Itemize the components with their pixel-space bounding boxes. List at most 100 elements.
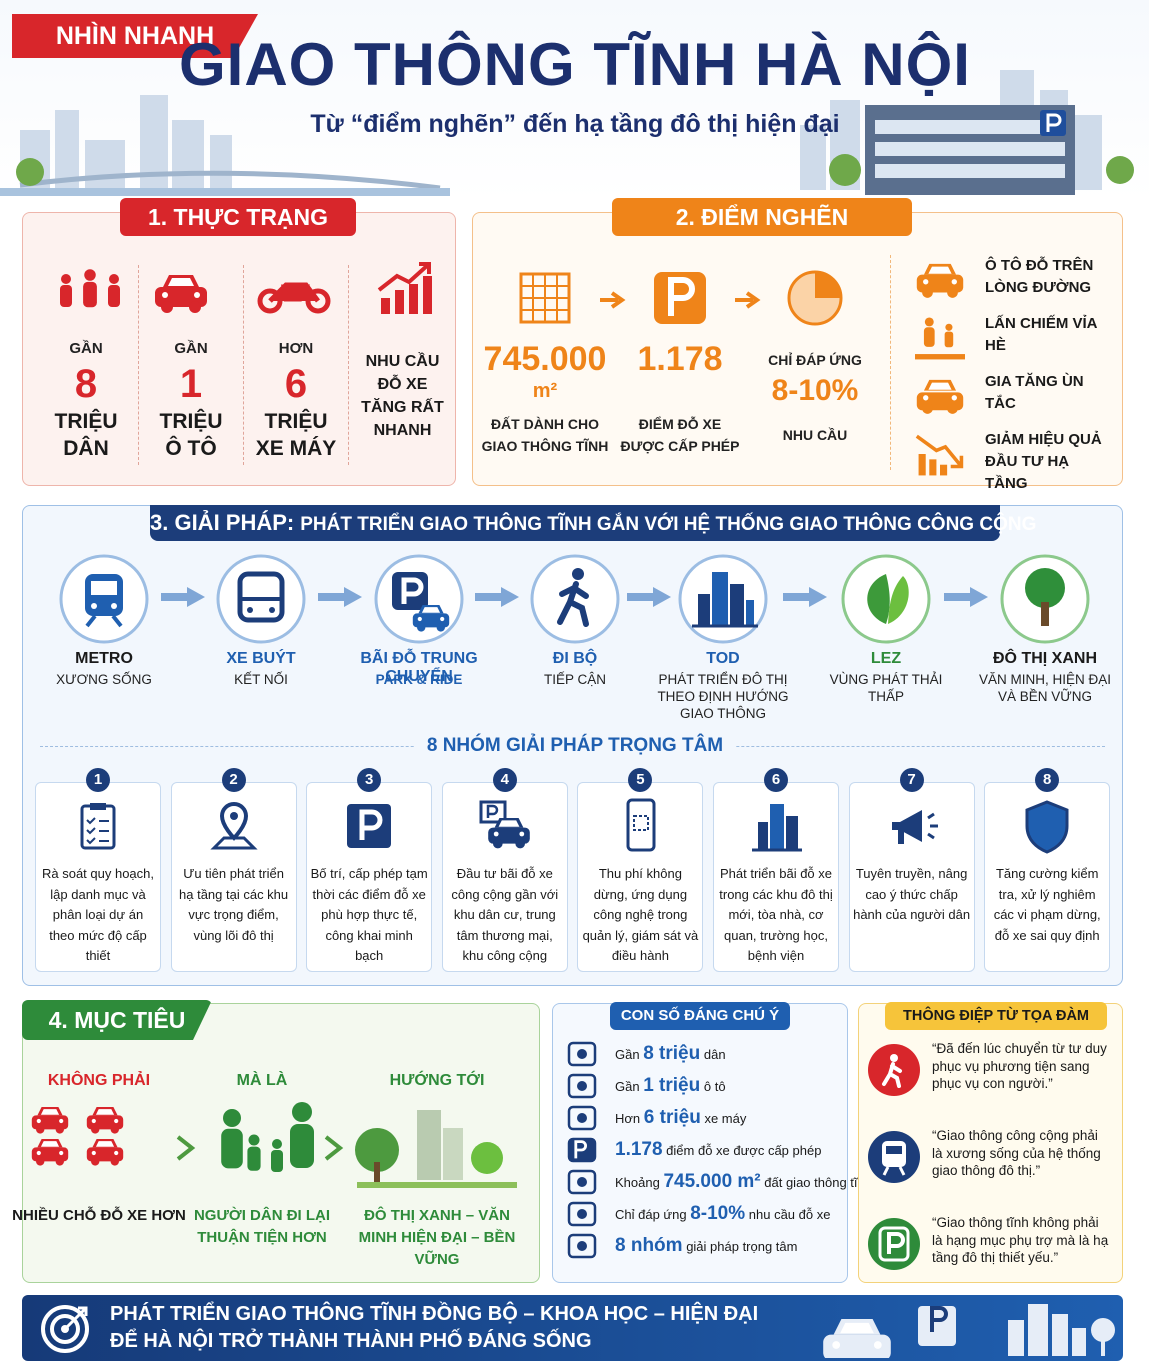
flow-arrow [781,585,829,609]
goal-illustration [347,1100,527,1192]
fact-icon [566,1168,598,1196]
fact-number: 8-10% [690,1203,746,1224]
flow-name: ĐÔ THỊ XANH [993,650,1097,667]
status-unit: DÂN [63,437,109,460]
status-number: 1 [179,362,203,406]
issue-icon [910,255,970,305]
flow-icon [677,553,769,645]
group-icon [339,798,399,854]
message-icon [866,1129,922,1185]
status-number: 8 [74,362,98,406]
fact-number: 6 triệu [643,1107,701,1128]
fact-after: giải pháp trọng tâm [686,1239,798,1254]
footer-line: ĐỂ HÀ NỘI TRỞ THÀNH THÀNH PHỐ ĐÁNG SỐNG [110,1330,592,1352]
flow-icon [840,553,932,645]
group-text: Bố trí, cấp phép tạm thời các điểm đỗ xe… [310,866,428,963]
group-number: 4 [492,768,517,792]
group-text: Đầu tư bãi đỗ xe công cộng gần với khu d… [451,866,559,963]
flow-arrow [598,290,628,310]
header-badge: NHÌN NHANH [12,14,258,58]
group-icon [882,798,942,854]
group-text: Thu phí không dừng, ứng dụng công nghệ t… [582,866,699,963]
facts-box [552,1003,848,1283]
goal-illustration [29,1100,169,1192]
group-text: Tuyên truyền, nâng cao ý thức chấp hành … [853,866,971,922]
message-quote: “Giao thông tĩnh không phải là hạng mục … [932,1215,1109,1265]
flow-icon [215,553,307,645]
messages-title: THÔNG ĐIỆP TỪ TỌA ĐÀM [885,1002,1107,1030]
bottleneck-box [472,212,1123,486]
stat-label: ĐẤT DÀNH CHO GIAO THÔNG TĨNH [481,416,609,454]
fact-before: Gần [615,1047,640,1062]
group-icon [204,798,264,854]
message-quote: “Đã đến lúc chuyển từ tư duy phục vụ phư… [932,1041,1107,1091]
group-card [848,782,975,972]
group-icon [610,798,670,854]
footer-icon [38,1302,92,1356]
status-unit: TRIỆU [264,410,328,433]
group-number: 2 [221,768,246,792]
issue-icon [910,371,970,421]
column-divider [138,265,139,465]
fact-after: xe máy [704,1111,747,1126]
fact-after: điểm đỗ xe được cấp phép [666,1143,822,1158]
solutions-title: PHÁT TRIỂN GIAO THÔNG TĨNH GẮN VỚI HỆ TH… [300,514,1037,535]
flow-desc: PHÁT TRIỂN ĐÔ THỊ THEO ĐỊNH HƯỚNG GIAO T… [657,672,789,721]
status-icon [151,265,231,320]
group-text: Rà soát quy hoạch, lập danh mục và phân … [41,866,155,963]
fact-before: Chỉ đáp ứng [615,1207,687,1222]
fact-after: dân [703,1047,726,1062]
stat-label: ĐIỂM ĐỖ XE ĐƯỢC CẤP PHÉP [620,416,740,454]
group-number: 8 [1035,768,1060,792]
stat-label: NHU CẦU [782,427,848,443]
issue-text: GIẢM HIỆU QUẢ ĐẦU TƯ HẠ TẦNG [985,431,1102,492]
flow-name: TOD [706,650,740,667]
fact-number: 1 triệu [643,1075,701,1096]
group-icon [68,798,128,854]
flow-desc: PARK & RIDE [375,672,463,687]
flow-arrow [322,1135,344,1161]
fact-icon [566,1040,598,1068]
groups-title: 8 NHÓM GIẢI PHÁP TRỌNG TÂM [415,735,735,757]
fact-row: 8 nhóm giải pháp trọng tâm [615,1232,843,1260]
flow-icon [58,553,150,645]
column-divider [890,255,891,470]
status-unit: TRIỆU [159,410,223,433]
issue-icon [910,313,970,363]
goal-caption: ĐÔ THỊ XANH – VĂN MINH HIỆN ĐẠI – BỀN VỮ… [358,1207,516,1268]
group-number: 1 [86,768,110,792]
group-icon [1017,798,1077,854]
flow-arrow [625,585,673,609]
issue-text: GIA TĂNG ÙN TẮC [985,373,1084,412]
flow-arrow [733,290,763,310]
fact-number: 8 triệu [643,1043,701,1064]
group-number: 5 [628,768,653,792]
goal-heading: HƯỚNG TỚI [389,1072,485,1089]
issue-icon [910,429,970,479]
status-icon [256,265,336,320]
goals-title: 4. MỤC TIÊU [22,1000,212,1040]
group-text: Ưu tiên phát triển hạ tầng tại các khu v… [179,866,289,943]
bottleneck-icon [650,268,710,328]
fact-before: Khoảng [615,1175,660,1190]
status-box [22,212,456,486]
goal-caption: NGƯỜI DÂN ĐI LẠI THUẬN TIỆN HƠN [193,1207,331,1246]
stat-unit: m² [532,380,558,402]
group-text: Tăng cường kiểm tra, xử lý nghiêm các vi… [993,866,1101,943]
fact-after: đất giao thông tĩnh [764,1175,872,1190]
fact-icon [566,1104,598,1132]
flow-desc: VĂN MINH, HIỆN ĐẠI VÀ BỀN VỮNG [978,672,1111,704]
group-icon [475,798,535,854]
flow-name: BÃI ĐỖ TRUNG CHUYỂN [360,650,478,685]
group-number: 6 [764,768,788,792]
fact-row: Hơn 6 triệu xe máy [615,1104,843,1132]
fact-before: Gần [615,1079,640,1094]
group-number: 3 [357,768,382,792]
stat-value: 8-10% [771,374,859,407]
fact-before: Hơn [615,1111,641,1126]
issue-text: LẤN CHIẾM VỈA HÈ [985,315,1097,354]
column-divider [348,265,349,465]
flow-name: XE BUÝT [226,650,296,667]
flow-name: ĐI BỘ [552,650,598,667]
